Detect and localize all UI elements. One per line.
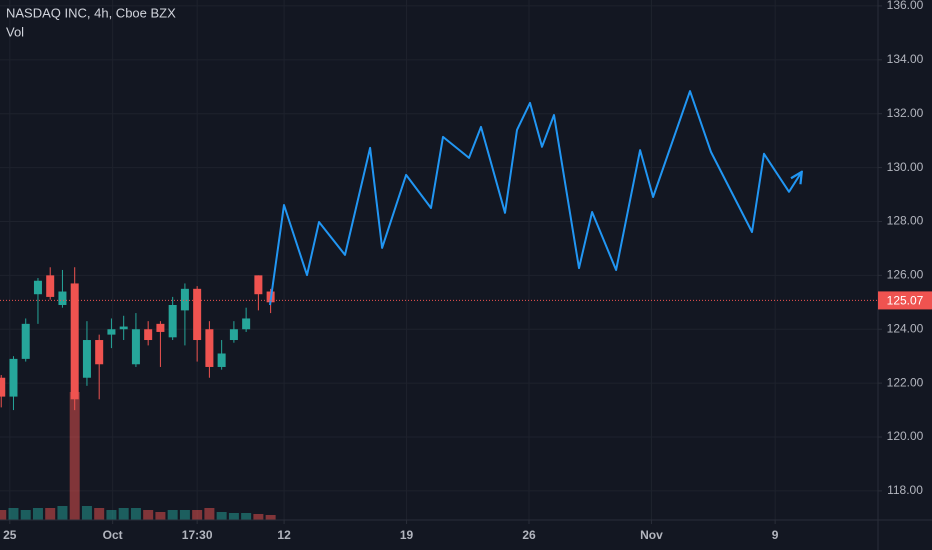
y-tick-label: 128.00 [887, 214, 924, 228]
candle-body [168, 304, 177, 338]
volume-bar [241, 513, 252, 520]
volume-bar [8, 508, 19, 520]
volume-bar [167, 510, 178, 520]
projection-line [269, 90, 801, 306]
volume-bar [253, 514, 264, 520]
volume-bar [179, 510, 190, 520]
y-tick-label: 132.00 [887, 106, 924, 120]
candle-body [217, 353, 226, 367]
x-tick-label: 26 [522, 528, 536, 542]
volume-bar [155, 512, 166, 520]
candle-body [180, 288, 189, 311]
volume-bar [69, 392, 80, 520]
candle-body [82, 340, 91, 378]
candle-body [107, 329, 116, 335]
x-tick-label: Nov [640, 528, 663, 542]
candle-body [254, 275, 263, 295]
candle-body [229, 329, 238, 341]
volume-bar [130, 508, 141, 520]
candle-body [119, 326, 128, 330]
last-price-box [878, 291, 932, 310]
candle-body [46, 275, 55, 297]
volume-bar [32, 508, 43, 520]
x-tick-label: Oct [103, 528, 123, 542]
symbol-title: NASDAQ INC, 4h, Cboe BZX [6, 5, 176, 20]
volume-bar [45, 508, 56, 520]
y-tick-label: 136.00 [887, 0, 924, 12]
candle-body [205, 329, 214, 367]
candle-body [33, 280, 42, 295]
y-tick-label: 126.00 [887, 268, 924, 282]
y-tick-label: 134.00 [887, 52, 924, 66]
volume-bar [265, 515, 276, 520]
candle-body [0, 377, 6, 397]
candle-body [95, 340, 104, 365]
x-tick-label: 19 [400, 528, 414, 542]
y-tick-label: 130.00 [887, 160, 924, 174]
volume-bar [81, 506, 92, 520]
candle-body [144, 329, 153, 341]
candle-body [242, 318, 251, 330]
candle-body [21, 323, 30, 359]
volume-bar [228, 513, 239, 520]
y-tick-label: 122.00 [887, 375, 924, 389]
candle-body [193, 288, 202, 341]
axes: 118.00 120.00 122.00 124.00 126.00 128.00 130.… [3, 0, 932, 542]
volume-bar [192, 510, 203, 520]
grid [0, 0, 878, 520]
volume-bar [0, 510, 7, 520]
volume-bar [216, 512, 227, 520]
volume-bar [20, 510, 31, 520]
x-tick-label: 12 [277, 528, 291, 542]
volume-legend: Vol [6, 24, 24, 39]
volume-bar [143, 510, 154, 520]
y-tick-label: 120.00 [887, 429, 924, 443]
last-price-label: 125.07 [887, 294, 924, 308]
volume-bar [204, 508, 215, 520]
plot [0, 90, 878, 520]
volume-bar [94, 508, 105, 520]
x-tick-label: 25 [3, 528, 17, 542]
candle-body [131, 329, 140, 365]
y-tick-label: 118.00 [887, 483, 923, 497]
candle-body [70, 283, 79, 400]
x-tick-label: 17:30 [182, 528, 213, 542]
volume-bar [57, 506, 68, 520]
volume-bar [106, 510, 117, 520]
candle-body [58, 291, 67, 305]
candle-body [156, 323, 165, 332]
candle-body [9, 358, 18, 397]
y-tick-label: 124.00 [887, 321, 924, 335]
x-tick-label: 9 [772, 528, 779, 542]
volume-bar [118, 508, 129, 520]
